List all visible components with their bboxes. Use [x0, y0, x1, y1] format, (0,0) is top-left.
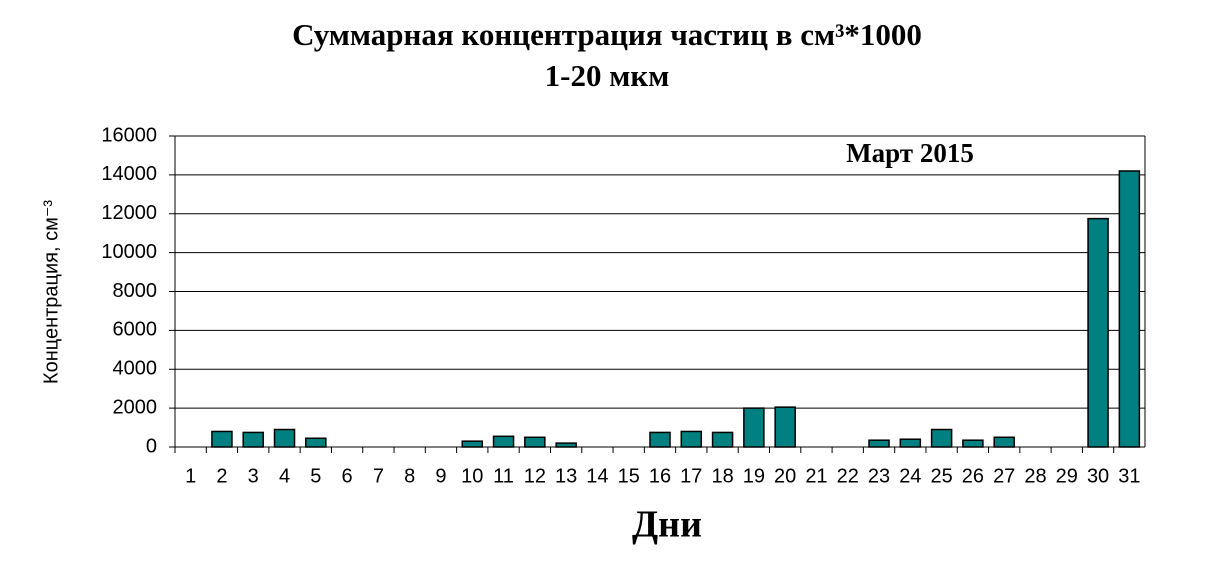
bar	[930, 428, 953, 448]
x-tick-label: 22	[837, 465, 859, 487]
bar	[492, 435, 515, 448]
x-tick-label: 20	[774, 465, 796, 487]
x-tick-label: 11	[493, 465, 514, 487]
x-tick-label: 19	[743, 465, 765, 487]
x-tick-label: 14	[586, 465, 608, 487]
bar	[711, 431, 734, 448]
bar	[211, 430, 233, 448]
bar	[899, 438, 922, 448]
x-tick-label: 6	[342, 465, 353, 487]
x-tick-label: 3	[248, 465, 259, 487]
y-tick-label: 14000	[101, 163, 157, 185]
x-tick-label: 8	[404, 465, 415, 487]
x-tick-label: 25	[930, 465, 952, 487]
bar	[774, 406, 796, 448]
x-tick-label: 26	[962, 465, 984, 487]
y-tick-label: 0	[146, 435, 157, 457]
x-tick-label: 16	[649, 465, 671, 487]
x-tick-label: 4	[279, 465, 290, 487]
x-tick-label: 2	[216, 465, 227, 487]
bar	[1118, 170, 1141, 448]
x-tick-label: 18	[711, 465, 733, 487]
x-tick-label: 15	[618, 465, 640, 487]
y-tick-label: 4000	[113, 358, 158, 380]
bar	[743, 407, 765, 448]
x-tick-label: 13	[555, 465, 577, 487]
x-tick-label: 1	[185, 465, 196, 487]
x-tick-label: 27	[993, 465, 1015, 487]
bar	[555, 442, 577, 448]
bar	[868, 439, 890, 448]
x-tick-label: 30	[1087, 465, 1109, 487]
x-tick-label: 28	[1024, 465, 1046, 487]
bar	[524, 436, 546, 448]
y-tick-label: 6000	[113, 319, 158, 341]
bar	[962, 439, 984, 448]
x-tick-label: 29	[1056, 465, 1078, 487]
x-tick-label: 31	[1118, 465, 1140, 487]
annotation: Март 2015	[846, 138, 974, 168]
x-tick-label: 10	[461, 465, 483, 487]
y-tick-label: 8000	[113, 280, 158, 302]
y-tick-label: 16000	[101, 124, 157, 146]
bar	[649, 431, 671, 448]
bar	[993, 436, 1015, 448]
x-tick-label: 12	[524, 465, 546, 487]
x-tick-label: 24	[899, 465, 921, 487]
bar	[305, 437, 327, 448]
chart-subtitle: 1-20 мкм	[545, 58, 670, 93]
x-tick-label: 7	[373, 465, 384, 487]
x-tick-label: 17	[680, 465, 702, 487]
x-tick-label: 23	[868, 465, 890, 487]
y-tick-label: 2000	[113, 396, 158, 418]
bar	[461, 440, 484, 448]
x-tick-label: 9	[435, 465, 446, 487]
y-tick-label: 10000	[101, 241, 157, 263]
y-tick-label: 12000	[101, 202, 157, 224]
bar	[242, 431, 264, 448]
x-tick-label: 5	[310, 465, 321, 487]
chart-title: Суммарная концентрация частиц в см³*1000	[292, 17, 922, 52]
x-tick-label: 21	[805, 465, 827, 487]
x-axis-label: Дни	[632, 504, 702, 546]
y-axis-label: Концентрация, см⁻³	[40, 200, 62, 385]
bar	[1087, 217, 1109, 448]
bar	[273, 428, 296, 448]
bar	[680, 430, 703, 448]
